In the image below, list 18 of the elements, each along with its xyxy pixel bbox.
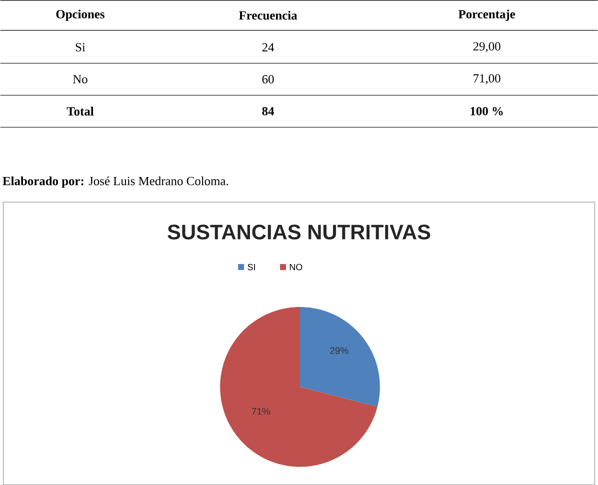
text: Si — [76, 42, 86, 52]
data-label: 71% — [252, 408, 270, 415]
text: 100 % — [470, 106, 503, 116]
legend-label: NO — [290, 264, 302, 270]
text: 60 — [262, 74, 274, 84]
text: Total — [66, 106, 94, 116]
text: 71,00 — [474, 74, 500, 84]
text: 84 — [262, 106, 274, 116]
text: No — [72, 74, 88, 84]
text: Frecuencia — [239, 10, 298, 20]
text: Elaborado por: José Luis Medrano Coloma. — [2, 176, 228, 188]
data-label: 29% — [330, 347, 348, 354]
text: 29,00 — [473, 42, 500, 52]
text: Opciones — [56, 10, 104, 21]
text: Porcentaje — [458, 10, 516, 21]
chart-title: SUSTANCIAS NUTRITIVAS — [168, 224, 430, 240]
legend-label: SI — [248, 264, 255, 270]
text: 24 — [262, 43, 274, 52]
